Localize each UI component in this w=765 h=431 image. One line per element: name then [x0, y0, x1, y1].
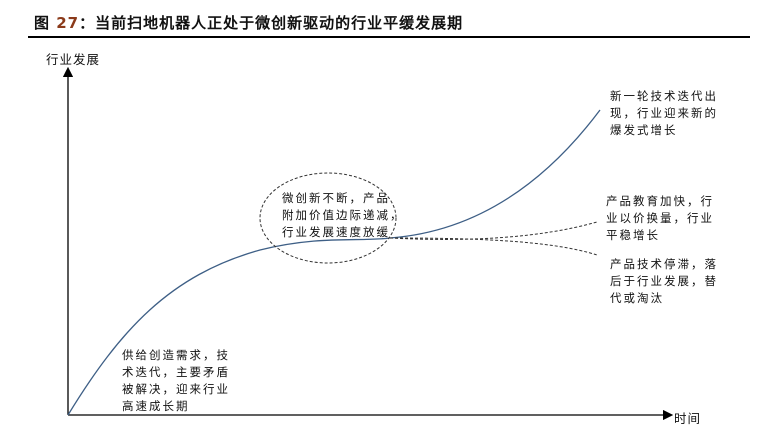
- annotation-early-growth: 供给创造需求，技 术迭代，主要矛盾 被解决，迎来行业 高速成长期: [122, 348, 230, 413]
- title-prefix: 图: [34, 14, 57, 32]
- growth-curve: [67, 109, 601, 416]
- decline-dashed-curve: [389, 237, 598, 256]
- micro-innovation-ellipse: [259, 172, 397, 264]
- annotation-decline: 产品技术停滞，落 后于行业发展，替 代或淘汰: [610, 257, 718, 305]
- figure-title: 图 27：当前扫地机器人正处于微创新驱动的行业平缓发展期: [34, 12, 463, 33]
- annotation-micro-innovation: 微创新不断，产品 附加价值边际递减， 行业发展速度放缓: [282, 191, 404, 239]
- x-axis-label: 时间: [674, 411, 702, 426]
- title-rule: [28, 36, 750, 38]
- annotation-steady-growth: 产品教育加快，行 业以价换量，行业 平稳增长: [606, 194, 714, 242]
- y-axis-label: 行业发展: [46, 52, 101, 67]
- annotation-new-breakthrough: 新一轮技术迭代出 现，行业迎来新的 爆发式增长: [610, 89, 718, 137]
- title-text: ：当前扫地机器人正处于微创新驱动的行业平缓发展期: [79, 14, 464, 32]
- figure-number: 27: [56, 14, 80, 32]
- flat-growth-dashed-curve: [389, 221, 598, 240]
